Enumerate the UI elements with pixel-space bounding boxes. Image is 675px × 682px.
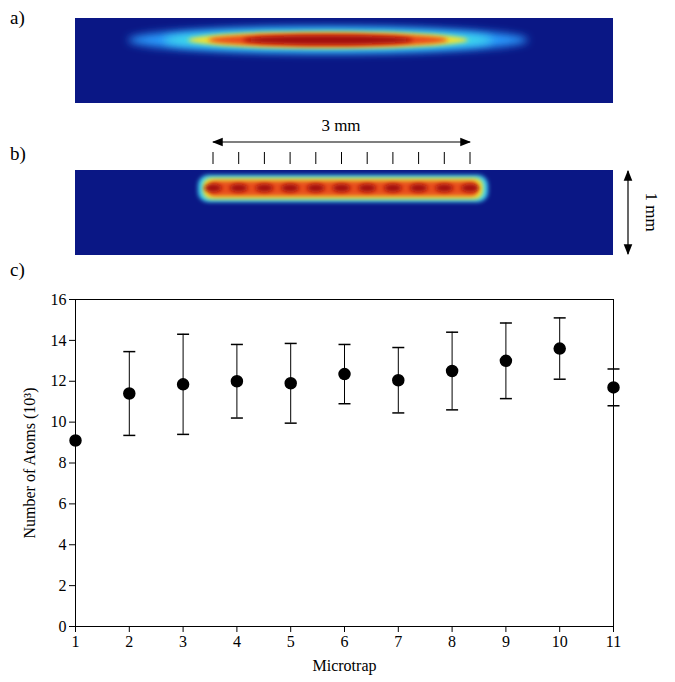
svg-text:6: 6 [59, 495, 67, 512]
svg-text:Number of Atoms (10³): Number of Atoms (10³) [21, 388, 39, 539]
svg-text:b): b) [10, 143, 26, 165]
svg-text:4: 4 [59, 536, 67, 553]
svg-text:7: 7 [394, 633, 402, 650]
svg-text:c): c) [10, 259, 25, 280]
svg-text:3 mm: 3 mm [321, 116, 360, 135]
svg-text:4: 4 [233, 633, 241, 650]
svg-text:2: 2 [59, 577, 67, 594]
svg-text:12: 12 [51, 372, 67, 389]
svg-text:1 mm: 1 mm [642, 192, 661, 231]
svg-text:8: 8 [448, 633, 456, 650]
svg-text:9: 9 [502, 633, 510, 650]
svg-text:16: 16 [51, 291, 67, 308]
svg-text:8: 8 [59, 454, 67, 471]
svg-text:1: 1 [72, 633, 80, 650]
svg-text:Microtrap: Microtrap [313, 657, 377, 675]
svg-text:14: 14 [51, 331, 67, 348]
svg-text:0: 0 [59, 618, 67, 635]
svg-text:11: 11 [606, 633, 621, 650]
svg-text:10: 10 [552, 633, 568, 650]
svg-text:2: 2 [125, 633, 133, 650]
svg-text:a): a) [10, 7, 25, 29]
svg-text:6: 6 [341, 633, 349, 650]
svg-text:10: 10 [51, 413, 67, 430]
svg-text:3: 3 [179, 633, 187, 650]
svg-text:5: 5 [287, 633, 295, 650]
